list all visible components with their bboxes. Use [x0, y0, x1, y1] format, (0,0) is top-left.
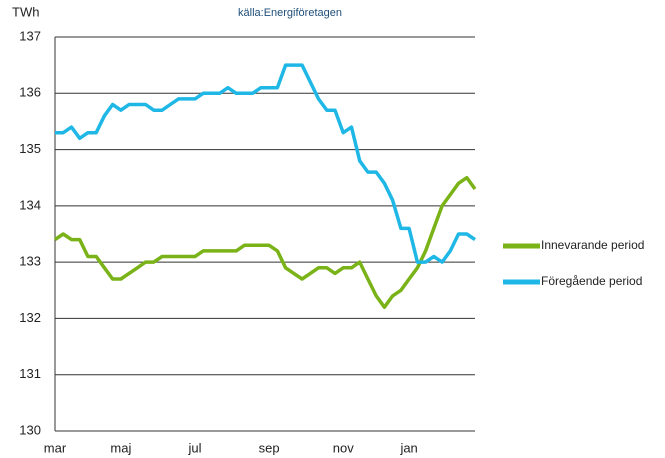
- series-line: [55, 63, 476, 264]
- y-tick-label: 136: [19, 85, 41, 100]
- x-tick-label: mar: [44, 440, 67, 455]
- y-tick-label: 134: [19, 197, 41, 212]
- y-tick-label: 137: [19, 28, 41, 43]
- y-axis-label: TWh: [12, 4, 39, 19]
- x-tick-label: jan: [399, 440, 417, 455]
- x-tick-label: sep: [259, 440, 280, 455]
- y-tick-label: 130: [19, 422, 41, 437]
- y-tick-label: 135: [19, 141, 41, 156]
- legend-label: Föregående period: [541, 274, 642, 288]
- y-tick-label: 133: [19, 254, 41, 269]
- y-tick-label: 132: [19, 310, 41, 325]
- x-tick-label: jul: [187, 440, 201, 455]
- series-line: [54, 175, 477, 309]
- x-tick-label: nov: [333, 440, 354, 455]
- x-tick-label: maj: [110, 440, 131, 455]
- chart-title: källa:Energiföretagen: [238, 7, 342, 19]
- legend-label: Innevarande period: [541, 238, 644, 252]
- y-tick-label: 131: [19, 366, 41, 381]
